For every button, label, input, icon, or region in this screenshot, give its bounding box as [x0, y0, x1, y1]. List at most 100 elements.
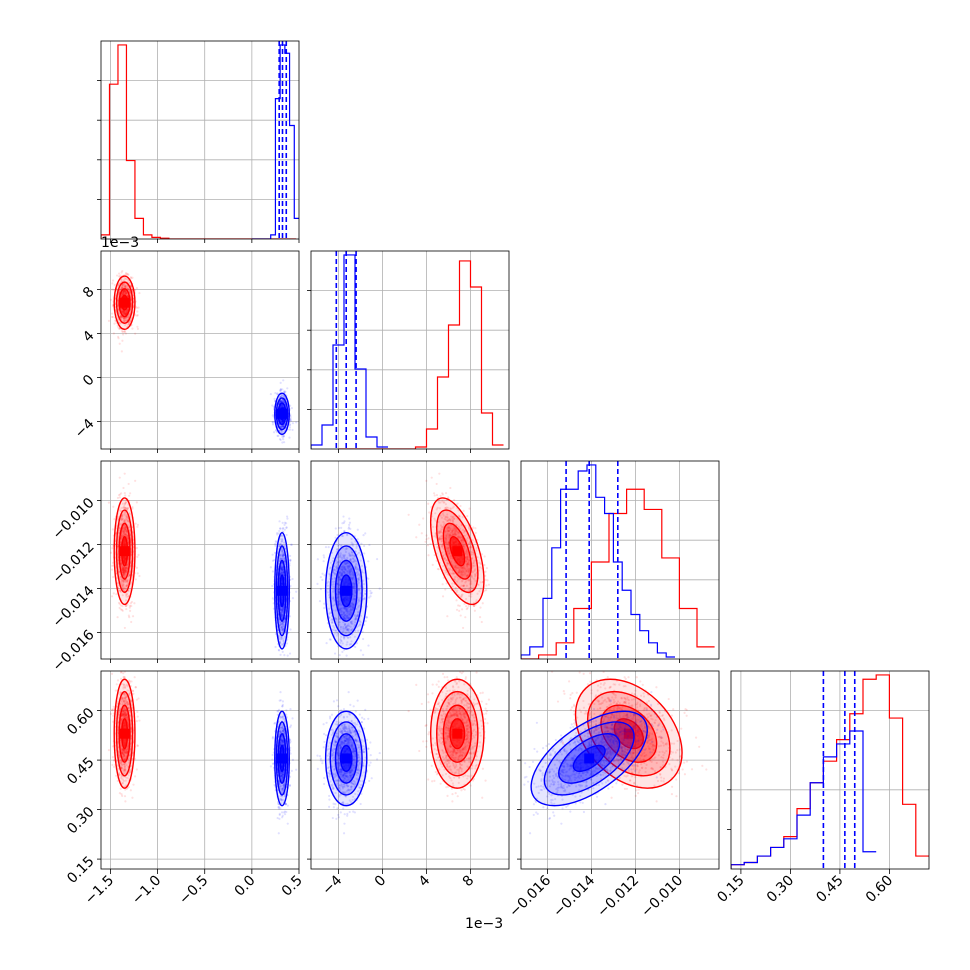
sample-point [121, 568, 124, 571]
sample-point [427, 502, 430, 505]
sample-point [274, 540, 277, 543]
sample-point [283, 618, 287, 621]
sample-point [456, 566, 459, 569]
sample-point [447, 529, 451, 532]
sample-point [122, 506, 126, 510]
sample-point [284, 390, 287, 393]
sample-point [121, 594, 124, 597]
sample-point [475, 549, 478, 552]
sample-point [286, 654, 289, 657]
sample-point [282, 639, 285, 642]
sample-point [281, 420, 284, 423]
sample-point [339, 545, 343, 548]
panel-2-0 [100, 460, 300, 660]
sample-point [453, 534, 456, 537]
sample-point [463, 587, 467, 591]
sample-point [280, 400, 283, 403]
sample-point [122, 570, 125, 573]
sample-point [124, 329, 127, 332]
sample-point [353, 598, 356, 601]
sample-point [122, 579, 125, 583]
sample-point [280, 625, 284, 628]
sample-point [466, 574, 469, 577]
sample-point [124, 292, 127, 295]
sample-point [124, 568, 127, 571]
sample-point [120, 567, 123, 570]
sample-point [121, 339, 124, 342]
sample-point [124, 312, 127, 315]
sample-point [128, 281, 131, 284]
sample-point [125, 566, 129, 569]
sample-point [126, 273, 129, 276]
sample-point [327, 580, 330, 583]
sample-point [281, 621, 284, 625]
sample-point [449, 519, 452, 522]
sample-point [124, 283, 127, 286]
sample-point [280, 568, 283, 571]
sample-point [125, 594, 128, 597]
sample-point [280, 420, 284, 424]
sample-point [461, 573, 464, 576]
sample-point [355, 614, 359, 617]
sample-point [342, 629, 345, 632]
sample-point [445, 506, 448, 509]
sample-point [122, 486, 125, 490]
sample-point [341, 573, 344, 577]
sample-point [422, 517, 425, 520]
sample-point [289, 416, 292, 419]
sample-point [447, 496, 450, 499]
sample-point [125, 319, 128, 322]
sample-point [128, 574, 131, 577]
sample-point [281, 650, 284, 653]
sample-point [356, 567, 359, 570]
sample-point [474, 527, 477, 530]
sample-point [462, 584, 465, 588]
sample-point [285, 526, 288, 529]
sample-point [445, 539, 448, 542]
sample-point [127, 314, 131, 317]
sample-point [362, 598, 365, 601]
sample-point [407, 513, 410, 516]
sample-point [121, 502, 124, 505]
sample-point [119, 314, 122, 318]
sample-point [125, 529, 128, 533]
sample-point [280, 540, 283, 543]
sample-point [136, 327, 140, 330]
sample-point [123, 491, 126, 495]
sample-point [350, 608, 353, 611]
sample-point [459, 572, 463, 575]
sample-point [455, 580, 459, 583]
sample-point [473, 609, 477, 612]
sample-point [280, 613, 283, 616]
sample-point [447, 567, 450, 570]
sample-point [449, 534, 452, 537]
sample-point [280, 424, 283, 427]
sample-point [123, 527, 126, 530]
sample-point [465, 552, 468, 555]
sample-point [472, 604, 476, 607]
sample-point [452, 533, 455, 536]
sample-point [281, 405, 284, 408]
sample-point [281, 608, 284, 611]
sample-point [351, 544, 355, 547]
sample-point [448, 533, 451, 536]
sample-point [339, 552, 342, 555]
sample-point [128, 606, 131, 609]
sample-point [109, 551, 113, 554]
sample-point [124, 494, 127, 497]
sample-point [354, 617, 357, 620]
sample-point [348, 569, 352, 572]
sample-point [129, 571, 132, 574]
sample-point [117, 283, 120, 286]
sample-point [123, 330, 126, 334]
sample-point [128, 281, 132, 284]
sample-point [351, 603, 355, 606]
sample-point [107, 501, 111, 504]
sample-point [285, 515, 289, 518]
sample-point [121, 310, 124, 313]
sample-point [112, 575, 115, 579]
sample-point [125, 604, 128, 607]
sample-point [282, 526, 285, 530]
sample-point [123, 504, 126, 508]
sample-point [123, 519, 126, 522]
